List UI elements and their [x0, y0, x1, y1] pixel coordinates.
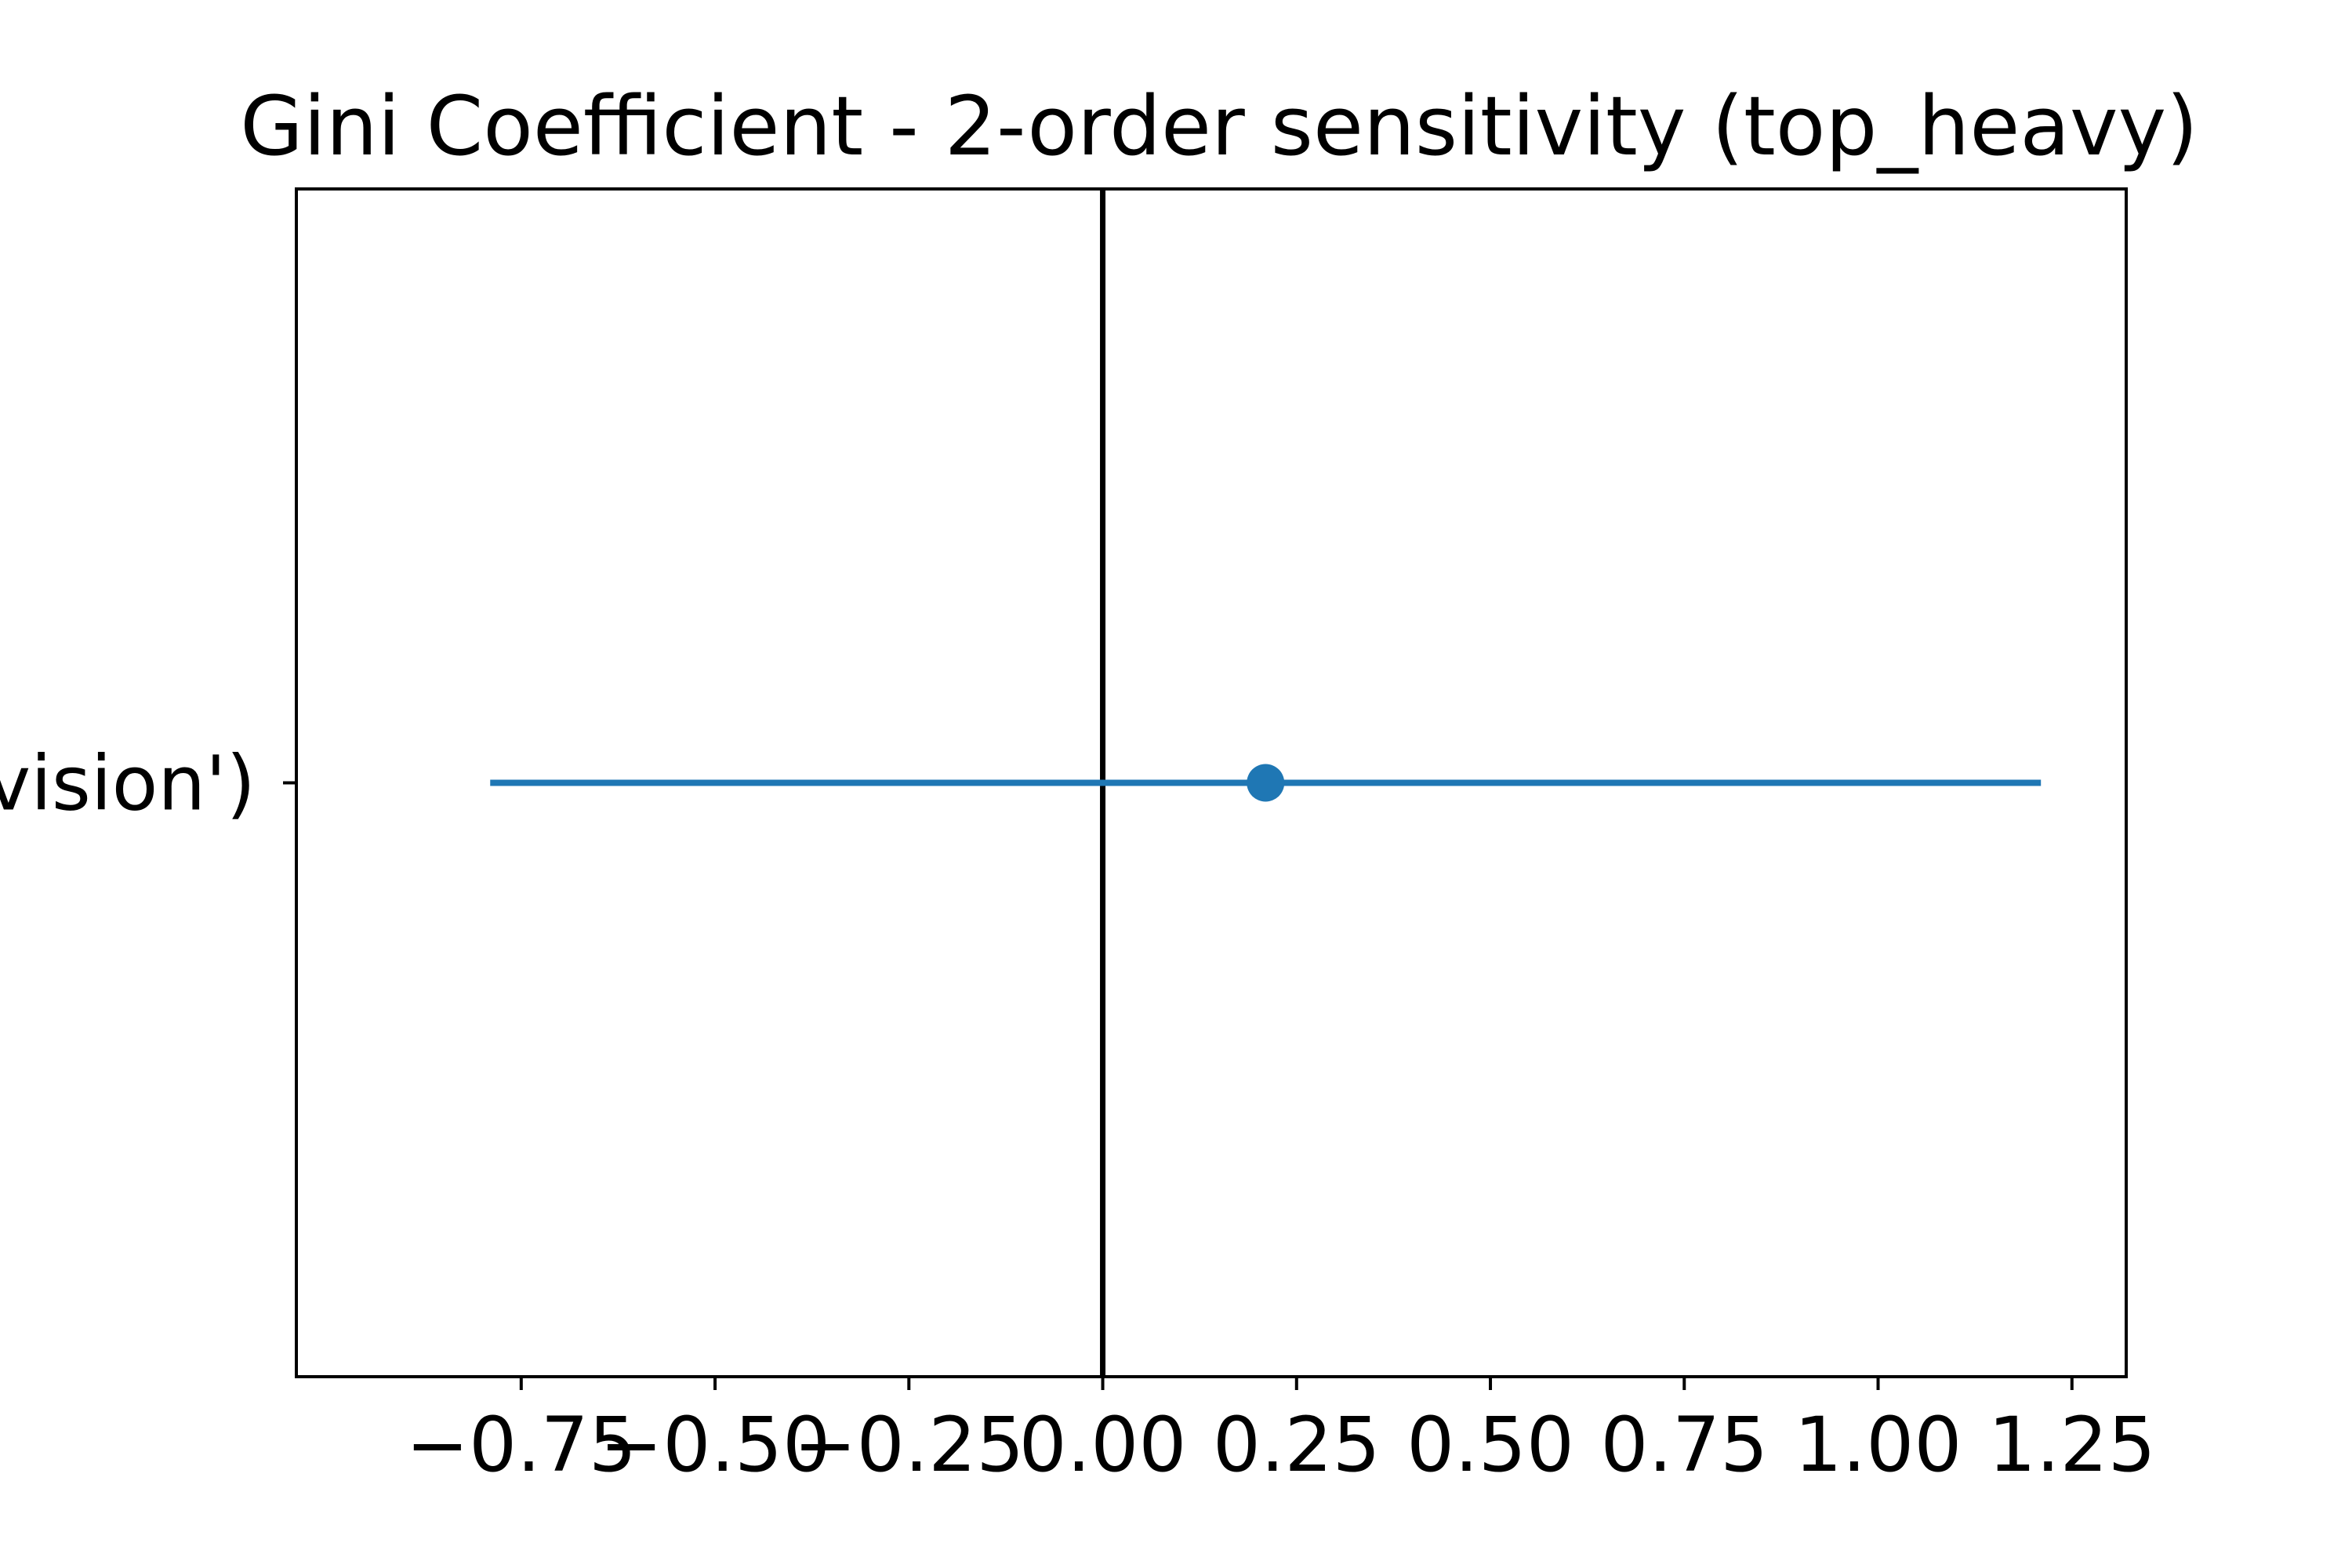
x-tick-label: 1.00: [1795, 1401, 1962, 1489]
x-tick-label: −0.25: [793, 1401, 1024, 1489]
chart-title: Gini Coefficient - 2-order sensitivity (…: [240, 78, 2198, 174]
x-tick-label: 0.00: [1019, 1401, 1187, 1489]
y-tick-label: vision'): [0, 740, 256, 828]
x-tick-label: 0.75: [1600, 1401, 1768, 1489]
x-tick-label: 1.25: [1988, 1401, 2156, 1489]
plot-area: −0.75−0.50−0.250.00 0.25 0.50 0.75 1.00 1.25 v…: [0, 187, 2156, 1489]
x-tick-label: −0.50: [600, 1401, 830, 1489]
point-estimate-marker: [1247, 764, 1285, 802]
x-tick-label: 0.25: [1213, 1401, 1381, 1489]
x-tick-label: −0.75: [406, 1401, 637, 1489]
x-tick-label: 0.50: [1406, 1401, 1574, 1489]
